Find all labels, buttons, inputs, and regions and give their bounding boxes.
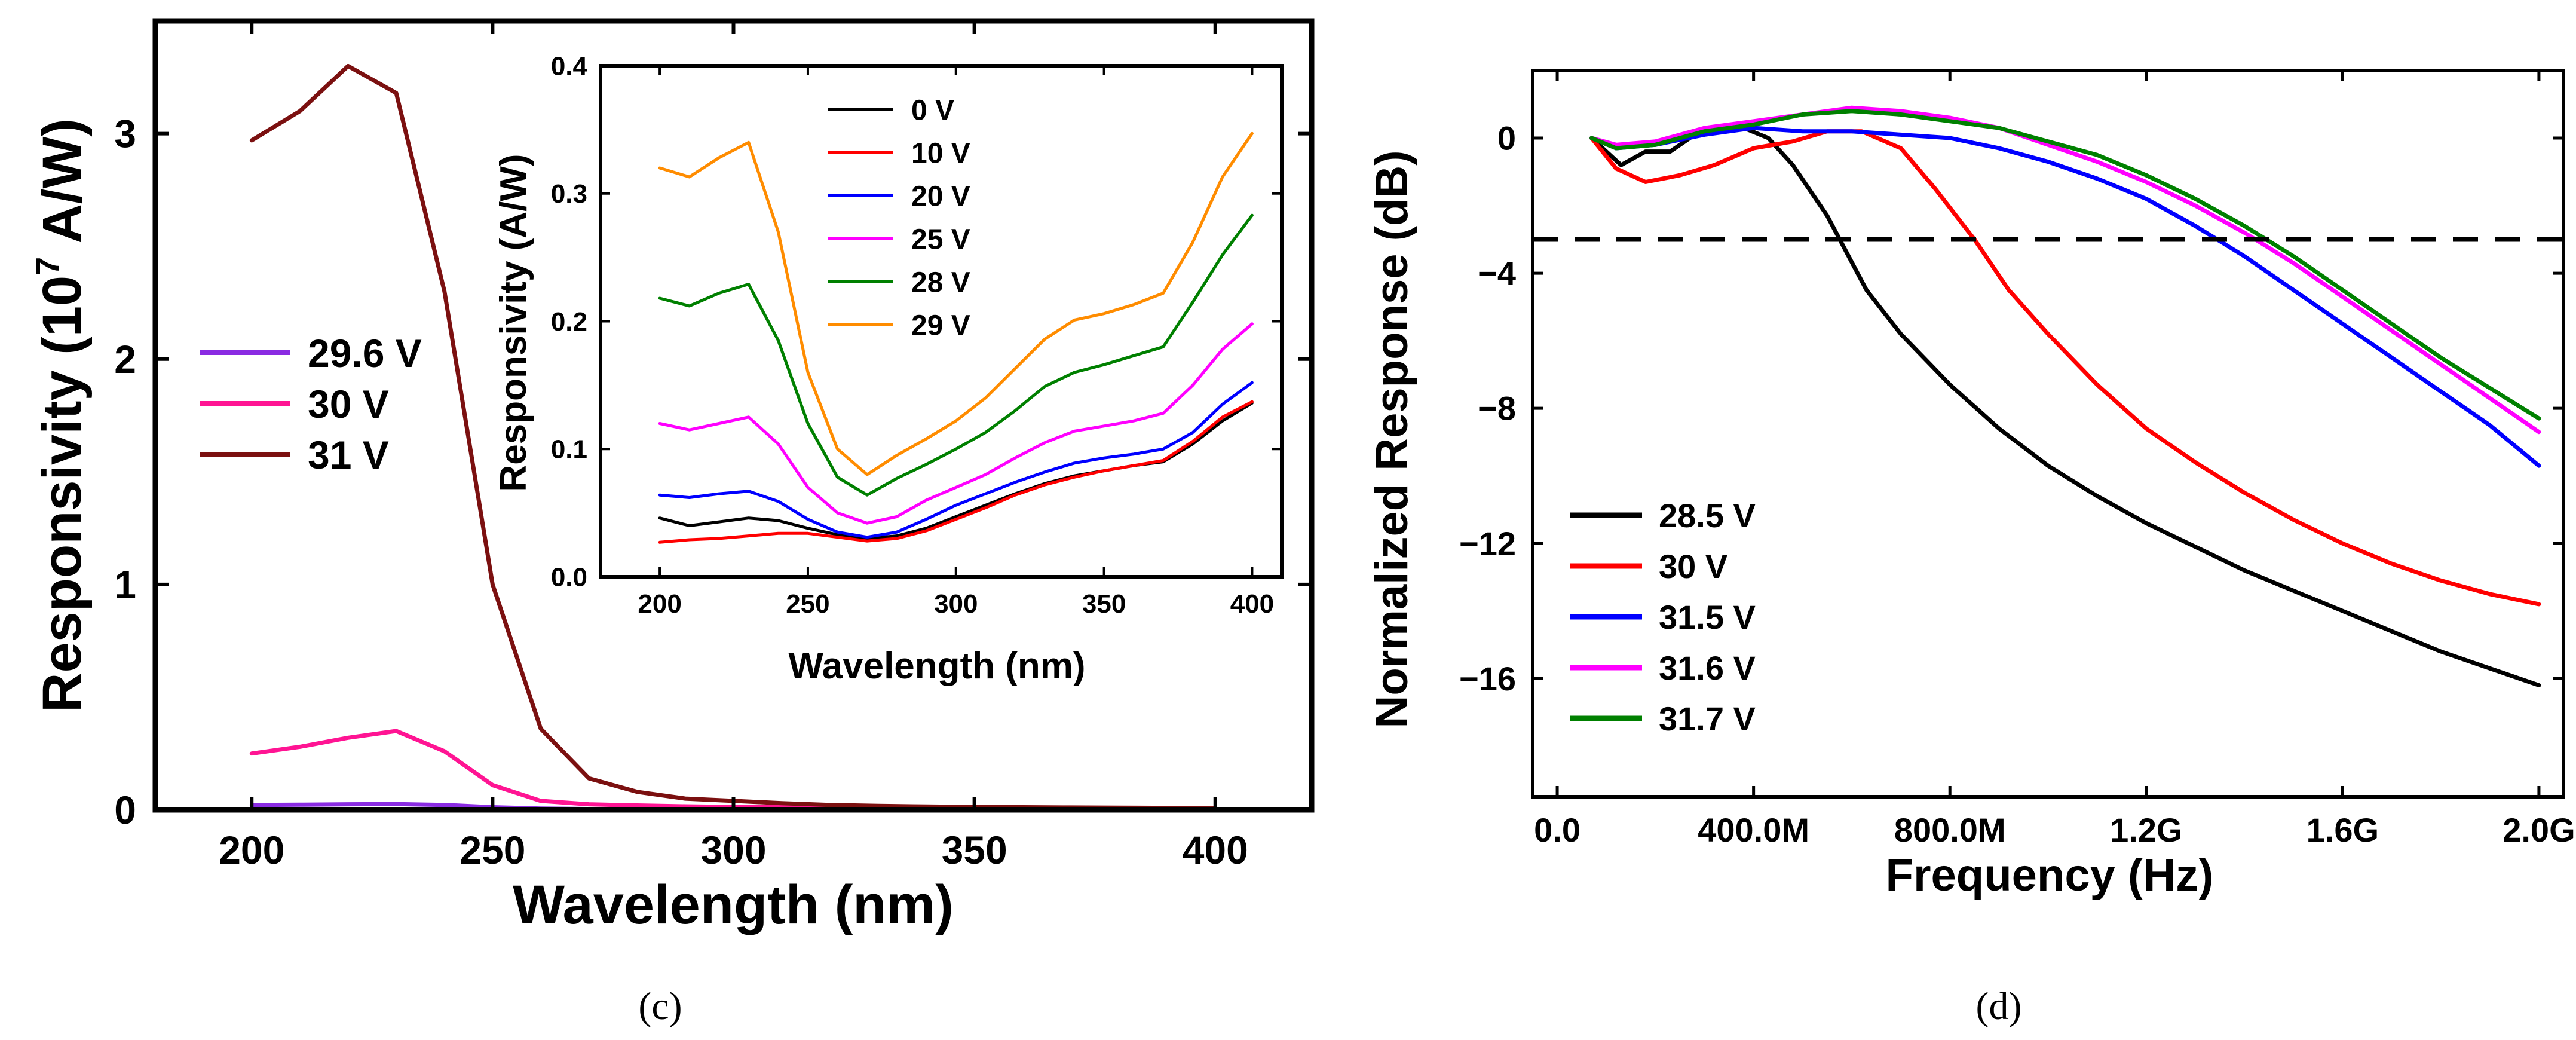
chart-d-legend-label-31-6-v: 31.6 V — [1659, 649, 1756, 687]
chart-c-inset-xtick-label: 250 — [786, 589, 829, 619]
chart-d-frame — [1531, 69, 2565, 799]
chart-c-xtick-label: 200 — [219, 828, 284, 872]
chart-c-inset-ytick-label: 0.2 — [551, 307, 587, 337]
chart-d-series-31-7-v — [1589, 109, 2541, 421]
chart-c-ylabel-tail: A/W) — [32, 118, 93, 257]
chart-d-xtick-label: 1.6G — [2307, 811, 2379, 849]
chart-d-legend-label-31-7-v: 31.7 V — [1659, 700, 1756, 738]
chart-c-inset-xtick-label: 200 — [638, 589, 681, 619]
chart-c-xtick-label: 400 — [1183, 828, 1248, 872]
chart-c-inset-legend-label-0-v: 0 V — [911, 94, 954, 126]
chart-c-inset-series-28-v — [658, 213, 1254, 497]
chart-d-series-31-6-v — [1589, 105, 2541, 435]
chart-c-inset-legend: 0 V 10 V 20 V 25 V 28 V 29 V — [828, 94, 970, 341]
chart-d: 0.0 400.0M 800.0M 1.2G 1.6G 2.0G 0 −4 −8 −12 −16 F… — [1367, 69, 2575, 901]
chart-c-inset-legend-label-25-v: 25 V — [911, 224, 970, 255]
chart-c-inset-legend-label-29-v: 29 V — [911, 310, 970, 341]
chart-c-inset-xtick-label: 300 — [934, 589, 978, 619]
chart-c-inset-ytick-label: 0.1 — [551, 435, 587, 464]
chart-d-legend-label-31-5-v: 31.5 V — [1659, 598, 1756, 636]
chart-d-xtick-label: 2.0G — [2503, 811, 2575, 849]
chart-c-xtick-label: 350 — [942, 828, 1007, 872]
chart-c-inset-background — [601, 66, 1282, 577]
chart-c-inset-legend-label-28-v: 28 V — [911, 267, 970, 298]
chart-c-inset-ytick-label: 0.3 — [551, 179, 587, 209]
chart-d-ytick-label: −12 — [1459, 525, 1516, 562]
chart-d-xlabel: Frequency (Hz) — [1886, 850, 2214, 901]
chart-d-xtick-label: 800.0M — [1894, 811, 2006, 849]
chart-c-ytick-label: 1 — [114, 562, 136, 607]
chart-c-inset: 200 250 300 350 400 0.0 0.1 0.2 0.3 0.4 Wavelengt… — [493, 51, 1284, 687]
chart-c-legend-label-29-6-v: 29.6 V — [308, 331, 422, 375]
chart-c-inset-ytick-label: 0.0 — [551, 562, 587, 592]
chart-c-inset-ytick-label: 0.4 — [551, 51, 588, 81]
chart-c-ytick-label: 2 — [114, 337, 136, 381]
chart-c-inset-ylabel: Responsivity (A/W) — [493, 154, 534, 492]
chart-d-series-31-5-v — [1589, 126, 2541, 468]
chart-c-inset-xlabel: Wavelength (nm) — [788, 646, 1085, 687]
chart-d-legend-label-28-5-v: 28.5 V — [1659, 497, 1756, 534]
chart-c-inset-xtick-label: 350 — [1082, 589, 1126, 619]
chart-d-series-30-v — [1589, 129, 2541, 607]
chart-c-inset-legend-label-10-v: 10 V — [911, 137, 970, 169]
chart-c-inset-series-25-v — [658, 322, 1254, 525]
chart-d-ytick-label: 0 — [1497, 120, 1516, 157]
chart-c-legend-label-31-v: 31 V — [308, 433, 389, 477]
chart-c-inset-legend-label-20-v: 20 V — [911, 181, 970, 212]
chart-c-ytick-label: 3 — [114, 112, 136, 156]
chart-c-inset-xtick-label: 400 — [1230, 589, 1274, 619]
chart-c-ylabel-sup: 7 — [29, 257, 66, 276]
panel-label-c: (c) — [638, 984, 682, 1028]
chart-d-xtick-label: 0.0 — [1534, 811, 1580, 849]
chart-c-inset-series-10-v — [658, 400, 1254, 544]
chart-c-main: 200 250 300 350 400 0 1 2 3 Wavelength (nm) Resp… — [29, 18, 1315, 935]
chart-c-legend: 29.6 V 30 V 31 V — [200, 331, 422, 477]
chart-c-legend-label-30-v: 30 V — [308, 382, 389, 426]
chart-d-xtick-label: 1.2G — [2110, 811, 2182, 849]
chart-d-ytick-label: −16 — [1459, 660, 1516, 698]
chart-c-inset-series-20-v — [658, 381, 1254, 539]
chart-c-ytick-label: 0 — [114, 788, 136, 832]
chart-d-ytick-label: −4 — [1478, 255, 1516, 292]
chart-c-ylabel-main: Responsivity (10 — [32, 276, 93, 712]
chart-c-inset-series-29-v — [658, 131, 1254, 476]
chart-c-xtick-label: 300 — [700, 828, 766, 872]
chart-c-xtick-label: 250 — [460, 828, 525, 872]
chart-c-ylabel: Responsivity (107 A/W) — [29, 118, 93, 712]
chart-d-legend: 28.5 V 30 V 31.5 V 31.6 V 31.7 V — [1570, 497, 1756, 738]
chart-d-legend-label-30-v: 30 V — [1659, 547, 1727, 585]
chart-d-xtick-label: 400.0M — [1698, 811, 1809, 849]
chart-c-xlabel: Wavelength (nm) — [513, 874, 954, 935]
panel-label-d: (d) — [1976, 984, 2022, 1028]
chart-d-ytick-label: −8 — [1478, 390, 1516, 427]
chart-d-ylabel: Normalized Response (dB) — [1367, 150, 1417, 728]
